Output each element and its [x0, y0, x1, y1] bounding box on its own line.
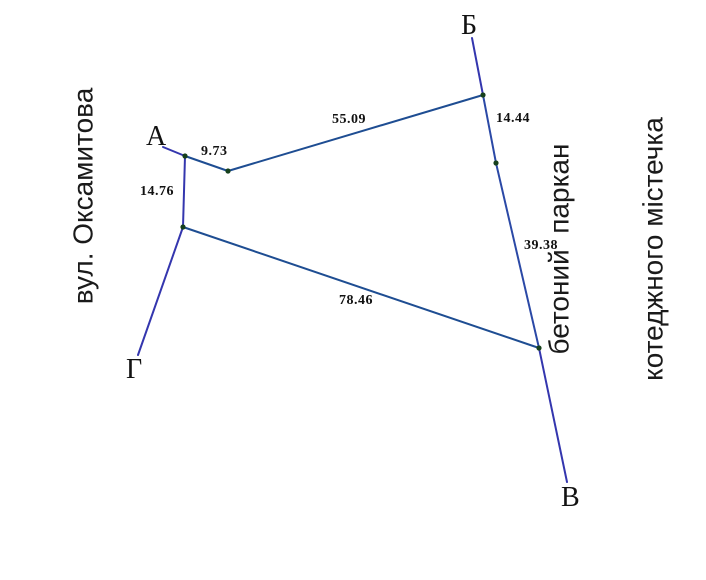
fence-annotation-line1: бетоний паркан — [543, 143, 575, 355]
point-label-g: Г — [126, 354, 143, 385]
point-v-leg-line — [538, 347, 568, 483]
distance-label-14-44: 14.44 — [496, 111, 530, 126]
point-a-tick-line — [162, 146, 186, 157]
distance-label-14-76: 14.76 — [140, 184, 174, 199]
segment-55-09-line — [227, 94, 484, 172]
segment-78-46-line — [182, 226, 540, 349]
fence-annotation-label: бетоний паркан котеджного містечка — [481, 117, 706, 381]
point-b-leg-line — [471, 37, 484, 96]
distance-label-39-38: 39.38 — [524, 238, 558, 253]
point-g-leg-line — [137, 226, 184, 356]
vertex-dot-b-mid — [493, 160, 499, 166]
fence-annotation-line2: котеджного містечка — [637, 117, 669, 381]
segment-39-38-line — [495, 162, 540, 349]
vertex-dot-front — [225, 168, 231, 174]
segment-14-44-line — [482, 94, 497, 164]
vertex-dot-bottom-right — [536, 345, 542, 351]
point-label-v: В — [561, 482, 580, 513]
distance-label-55-09: 55.09 — [332, 112, 366, 127]
distance-label-9-73: 9.73 — [201, 144, 228, 159]
street-name-label: вул. Оксамитова — [67, 87, 99, 305]
vertex-dot-b-junction — [480, 92, 486, 98]
vertex-dot-a — [182, 153, 188, 159]
segment-9-73-line — [184, 155, 229, 172]
distance-label-78-46: 78.46 — [339, 293, 373, 308]
point-label-a: А — [146, 121, 167, 152]
segment-14-76-line — [182, 155, 186, 228]
vertex-dot-left — [180, 224, 186, 230]
point-label-b: Б — [461, 10, 478, 41]
